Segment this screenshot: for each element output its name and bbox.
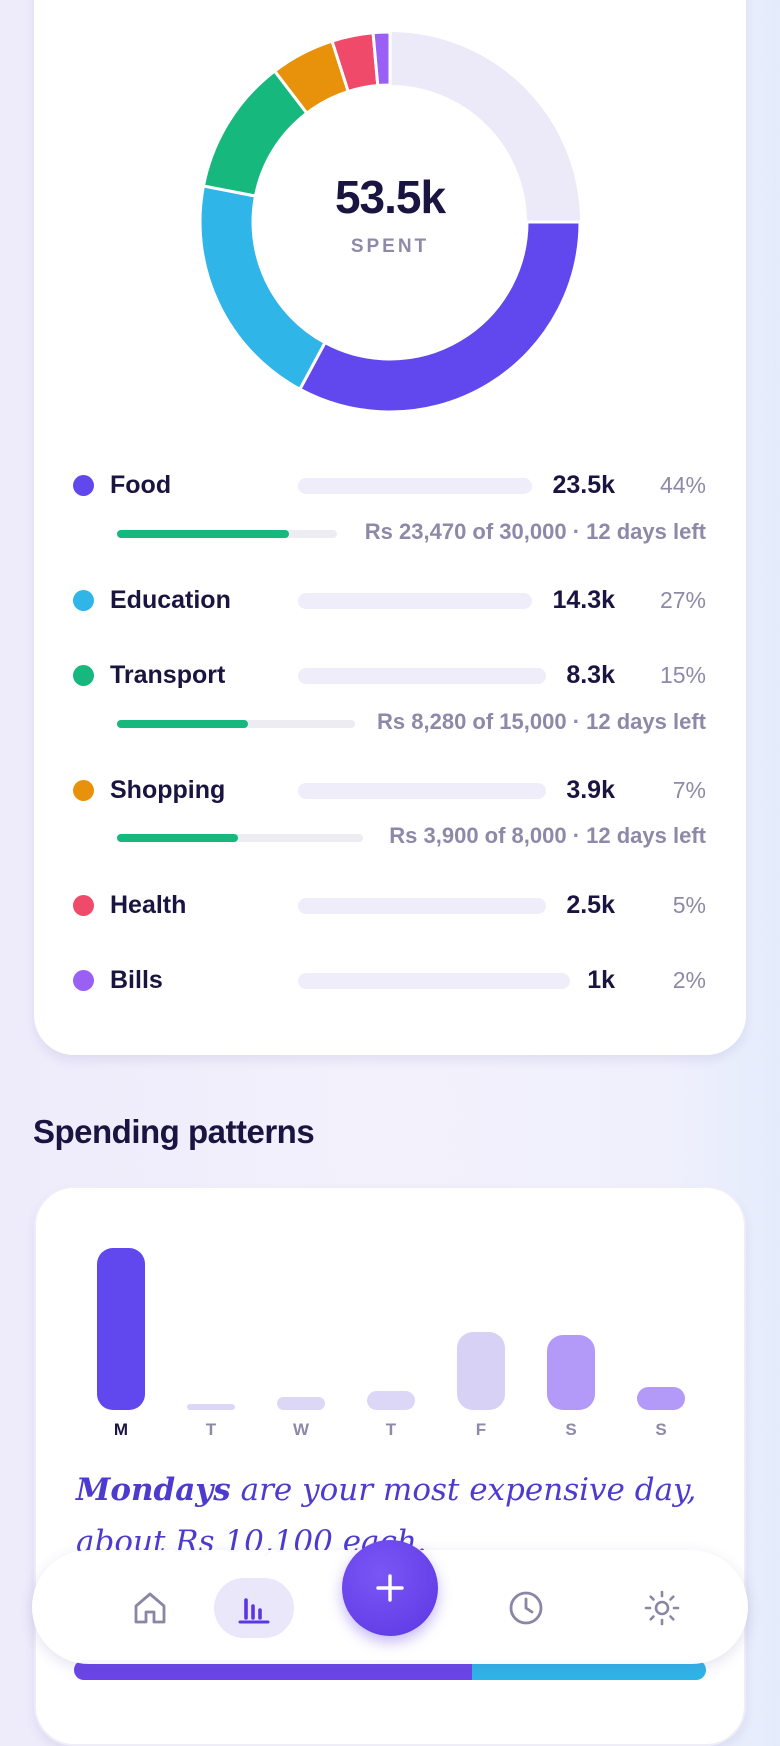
budget-progress-track	[117, 720, 355, 728]
peek-bar	[74, 1660, 706, 1680]
category-amount: 8.3k	[566, 661, 615, 689]
category-amount: 1k	[587, 966, 615, 994]
category-name: Shopping	[110, 776, 226, 804]
spending-insight: Mondays are your most expensive day, abo…	[76, 1464, 716, 1568]
sun-settings-icon	[644, 1590, 680, 1626]
category-percent: 15%	[659, 662, 706, 688]
category-row-transport[interactable]: Transport 8.3k 15%	[0, 655, 780, 695]
day-bar[interactable]	[97, 1248, 145, 1410]
day-bar[interactable]	[187, 1404, 235, 1410]
budget-text: Rs 3,900 of 8,000 · 12 days left	[389, 823, 706, 848]
donut-svg	[198, 30, 582, 414]
category-percent: 27%	[659, 587, 706, 613]
budget-text: Rs 8,280 of 15,000 · 12 days left	[377, 709, 706, 734]
donut-slice-bills[interactable]	[371, 30, 392, 88]
day-bar[interactable]	[637, 1387, 685, 1410]
category-row-shopping[interactable]: Shopping 3.9k 7%	[0, 770, 780, 810]
category-percent: 44%	[659, 472, 706, 498]
budget-progress-fill	[117, 834, 238, 842]
day-bar[interactable]	[277, 1397, 325, 1410]
add-transaction-button[interactable]	[342, 1540, 438, 1636]
category-share-track	[298, 593, 532, 609]
day-label: S	[655, 1420, 667, 1439]
category-row-bills[interactable]: Bills 1k 2%	[0, 960, 780, 1000]
total-spent-value: 53.5k	[334, 171, 446, 223]
budget-progress-fill	[117, 530, 289, 538]
category-percent: 2%	[672, 967, 706, 993]
category-color-dot	[73, 475, 94, 496]
donut-slice-food[interactable]	[297, 220, 582, 414]
insight-highlight: Mondays	[76, 1472, 231, 1508]
category-amount: 14.3k	[552, 586, 615, 614]
category-color-dot	[73, 895, 94, 916]
stats-icon	[238, 1598, 270, 1624]
category-color-dot	[73, 665, 94, 686]
day-label: M	[113, 1420, 129, 1439]
nav-stats-button[interactable]	[214, 1578, 294, 1638]
day-label: W	[292, 1420, 310, 1439]
category-color-dot	[73, 780, 94, 801]
category-amount: 2.5k	[566, 891, 615, 919]
category-name: Bills	[110, 966, 163, 994]
plus-icon	[376, 1574, 404, 1602]
nav-home-button[interactable]	[110, 1578, 190, 1638]
budget-row-food: Rs 23,470 of 30,000 · 12 days left	[0, 516, 780, 550]
category-share-track	[298, 898, 546, 914]
day-label: T	[205, 1420, 217, 1439]
category-percent: 5%	[672, 892, 706, 918]
bottom-navigation	[32, 1540, 748, 1664]
day-bar[interactable]	[547, 1335, 595, 1410]
nav-settings-button[interactable]	[622, 1578, 702, 1638]
category-name: Health	[110, 891, 187, 919]
budget-progress-track	[117, 530, 337, 538]
category-share-track	[298, 478, 532, 494]
category-row-health[interactable]: Health 2.5k 5%	[0, 885, 780, 925]
total-spent-label: SPENT	[350, 236, 430, 257]
category-color-dot	[73, 590, 94, 611]
nav-history-button[interactable]	[486, 1578, 566, 1638]
category-color-dot	[73, 970, 94, 991]
category-name: Education	[110, 586, 231, 614]
category-name: Transport	[110, 661, 226, 689]
category-share-track	[298, 973, 570, 989]
day-label: F	[475, 1420, 487, 1439]
day-label: S	[565, 1420, 577, 1439]
home-icon	[134, 1592, 166, 1624]
insight-text: are your most expensive day, about Rs 10…	[76, 1472, 697, 1560]
category-amount: 3.9k	[566, 776, 615, 804]
category-percent: 7%	[672, 777, 706, 803]
category-row-food[interactable]: Food 23.5k 44%	[0, 465, 780, 505]
budget-progress-fill	[117, 720, 248, 728]
category-share-track	[298, 668, 546, 684]
day-bar[interactable]	[457, 1332, 505, 1410]
category-share-track	[298, 783, 546, 799]
budget-progress-track	[117, 834, 363, 842]
spending-donut-chart[interactable]: 53.5k SPENT	[198, 30, 582, 414]
category-name: Food	[110, 471, 172, 499]
budget-row-shopping: Rs 3,900 of 8,000 · 12 days left	[0, 820, 780, 854]
category-row-education[interactable]: Education 14.3k 27%	[0, 580, 780, 620]
day-label: T	[385, 1420, 397, 1439]
category-breakdown-card	[34, 0, 746, 1055]
section-title: Spending patterns	[33, 1113, 315, 1150]
clock-icon	[509, 1591, 543, 1625]
budget-text: Rs 23,470 of 30,000 · 12 days left	[364, 519, 706, 544]
day-bar[interactable]	[367, 1390, 415, 1410]
budget-row-transport: Rs 8,280 of 15,000 · 12 days left	[0, 706, 780, 740]
category-amount: 23.5k	[552, 471, 615, 499]
